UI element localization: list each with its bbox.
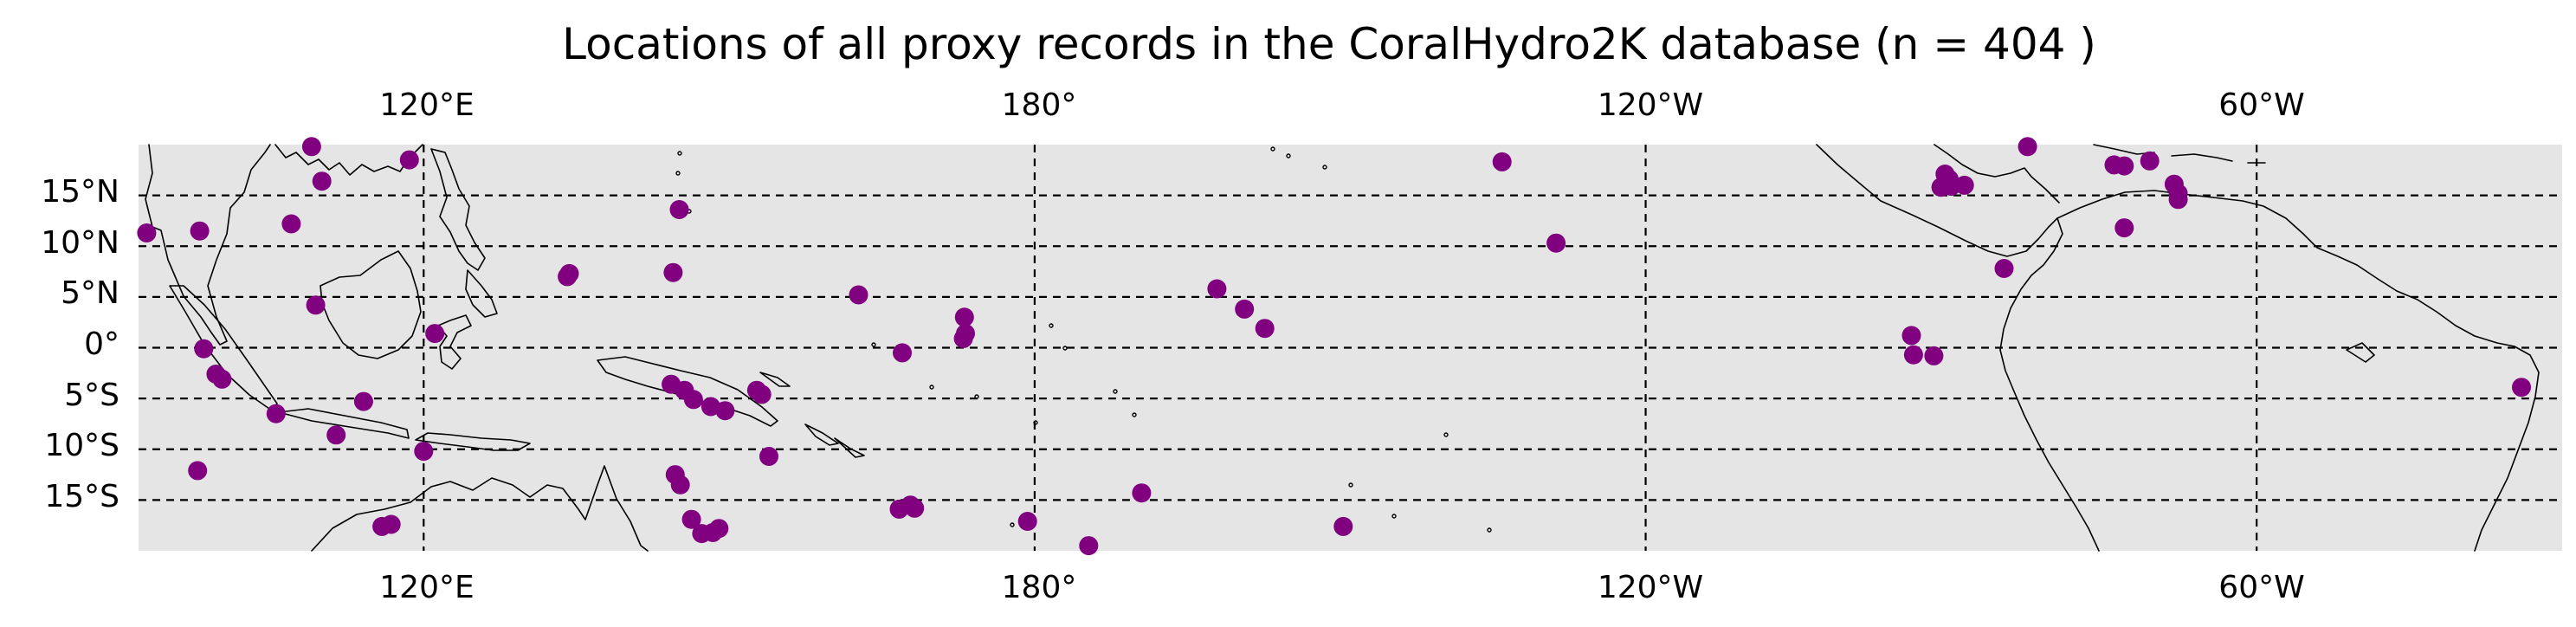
proxy-record-point xyxy=(700,397,720,417)
proxy-record-point xyxy=(281,214,301,234)
plot-area xyxy=(137,137,2562,556)
proxy-record-point xyxy=(381,514,401,534)
lat-label-15S: 15°S xyxy=(44,479,119,514)
proxy-record-point xyxy=(905,498,925,518)
proxy-record-point xyxy=(663,262,683,282)
proxy-record-point xyxy=(2114,156,2134,176)
proxy-record-point xyxy=(312,171,332,191)
lon-label-bottom-60W: 60°W xyxy=(2218,570,2304,605)
lat-label-5S: 5°S xyxy=(64,378,119,413)
proxy-record-point xyxy=(212,369,232,389)
lat-label-15N: 15°N xyxy=(41,174,119,210)
proxy-record-point xyxy=(1901,326,1921,346)
lon-label-top-120W: 120°W xyxy=(1598,87,1703,123)
proxy-record-point xyxy=(1132,483,1152,503)
proxy-record-point xyxy=(670,475,690,494)
proxy-record-point xyxy=(1994,259,2014,278)
proxy-record-point xyxy=(306,295,326,315)
proxy-record-point xyxy=(669,200,689,219)
proxy-record-point xyxy=(752,385,772,404)
proxy-record-point xyxy=(137,223,157,242)
proxy-record-point xyxy=(683,390,703,410)
proxy-record-point xyxy=(326,425,346,445)
lon-label-bottom-120W: 120°W xyxy=(1598,570,1703,605)
lon-label-top-180: 180° xyxy=(1002,87,1077,123)
proxy-record-point xyxy=(759,447,778,466)
longitude-labels-top: 120°E 180° 120°W 60°W xyxy=(379,87,2304,123)
longitude-labels-bottom: 120°E 180° 120°W 60°W xyxy=(379,570,2304,605)
latitude-labels: 15°N 10°N 5°N 0° 5°S 10°S 15°S xyxy=(41,174,119,514)
lon-label-top-120E: 120°E xyxy=(379,87,474,123)
proxy-record-point xyxy=(1924,346,1944,365)
lon-label-bottom-180: 180° xyxy=(1002,570,1077,605)
proxy-record-point xyxy=(558,267,578,287)
proxy-record-point xyxy=(1207,279,1227,299)
proxy-record-point xyxy=(954,307,974,327)
proxy-record-point xyxy=(194,339,214,359)
lat-label-10N: 10°N xyxy=(41,225,119,261)
proxy-record-point xyxy=(1017,512,1037,531)
proxy-record-point xyxy=(190,221,210,241)
proxy-record-point xyxy=(1903,345,1923,365)
proxy-record-point xyxy=(266,404,286,423)
proxy-record-point xyxy=(301,137,321,157)
lat-label-5N: 5°N xyxy=(61,275,119,311)
proxy-record-point xyxy=(1941,177,1961,197)
proxy-record-point xyxy=(414,442,434,462)
proxy-record-point xyxy=(425,324,445,344)
proxy-record-point xyxy=(2018,137,2037,157)
proxy-record-point xyxy=(1255,319,1275,339)
lat-label-10S: 10°S xyxy=(44,428,119,463)
lon-label-top-60W: 60°W xyxy=(2218,87,2304,123)
proxy-record-point xyxy=(681,509,701,529)
proxy-record-point xyxy=(2140,151,2160,171)
proxy-record-point xyxy=(188,461,208,481)
proxy-record-point xyxy=(399,150,419,170)
proxy-record-markers xyxy=(137,137,2531,556)
proxy-record-point xyxy=(1079,536,1099,556)
proxy-record-point xyxy=(1333,516,1353,536)
proxy-record-point xyxy=(2512,378,2531,398)
proxy-record-point xyxy=(953,328,973,348)
proxy-record-point xyxy=(353,391,373,411)
map-title: Locations of all proxy records in the Co… xyxy=(562,19,2096,69)
lat-label-0: 0° xyxy=(84,326,119,362)
proxy-record-point xyxy=(849,285,868,305)
proxy-record-point xyxy=(715,401,735,421)
proxy-record-point xyxy=(1492,152,1512,171)
proxy-record-point xyxy=(893,343,912,363)
proxy-record-point xyxy=(2114,218,2134,238)
proxy-record-point xyxy=(709,519,729,539)
gridlines xyxy=(139,145,2562,551)
proxy-record-point xyxy=(1235,299,1255,319)
lon-label-bottom-120E: 120°E xyxy=(379,570,474,605)
proxy-record-point xyxy=(1546,233,1566,253)
proxy-record-point xyxy=(2168,184,2188,204)
